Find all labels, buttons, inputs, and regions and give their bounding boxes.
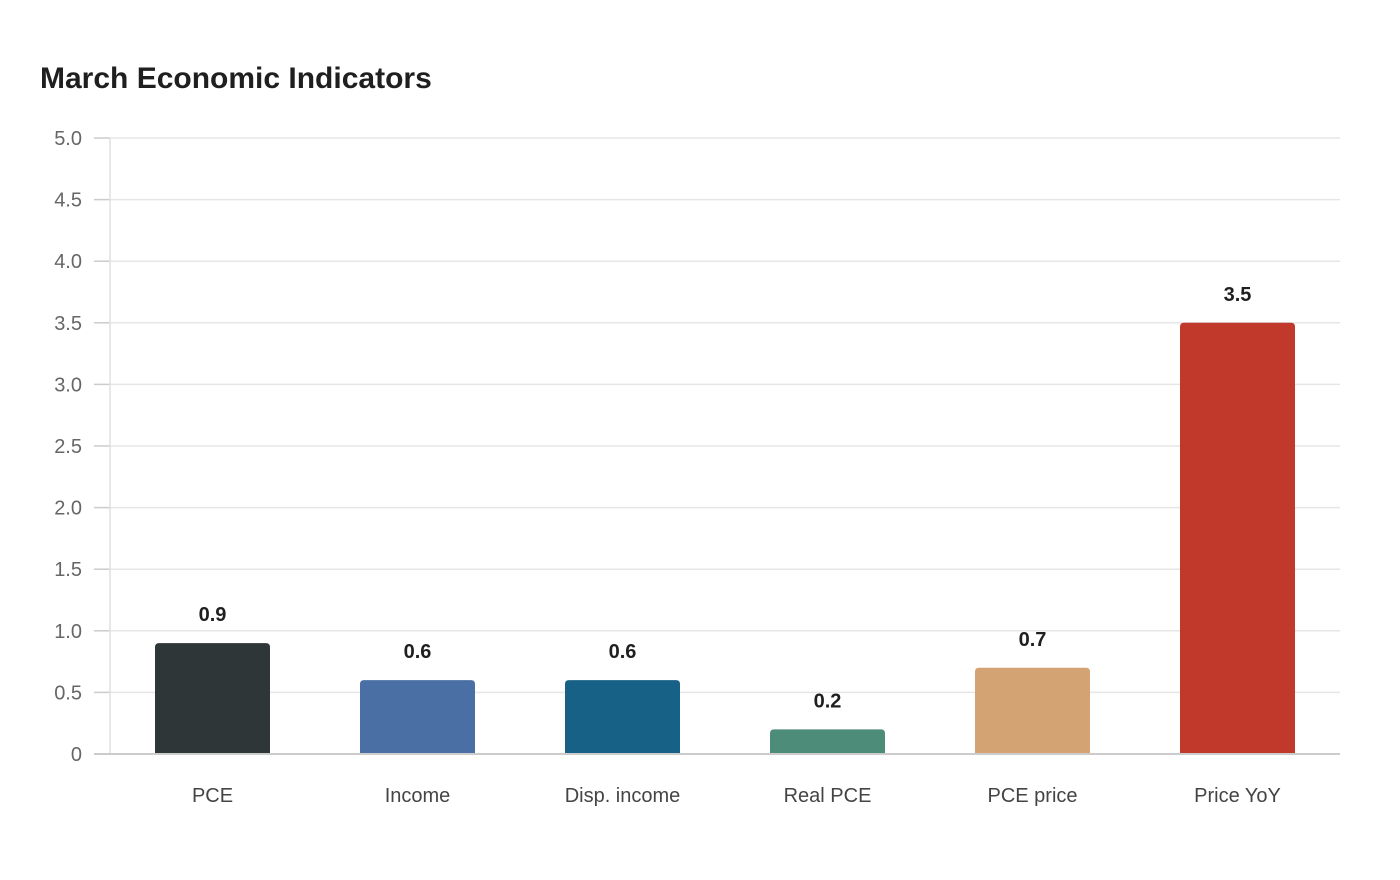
gridlines [110,137,1340,694]
data-label: 0.9 [199,604,227,626]
x-tick-label: PCE [192,785,233,807]
y-tick-label: 1.0 [54,621,82,643]
bars [155,322,1295,754]
data-label: 3.5 [1224,284,1252,306]
data-label: 0.6 [609,641,637,663]
x-tick-label: PCE price [987,785,1077,807]
bar-price-yoy [1180,322,1295,754]
data-label: 0.6 [404,641,432,663]
y-tick-label: 2.0 [54,498,82,520]
data-labels: 0.9 0.6 0.6 0.2 0.7 3.5 [199,284,1252,713]
x-tick-label: Price YoY [1194,785,1281,807]
bar-income [360,680,475,754]
x-tick-label: Real PCE [784,785,872,807]
y-tick-label: 3.5 [54,313,82,335]
data-label: 0.7 [1019,629,1047,651]
y-tick-label: 4.5 [54,190,82,212]
y-tick-label: 4.0 [54,251,82,273]
bar-pce-price [975,667,1090,754]
x-tick-label: Income [385,785,451,807]
bar-disp-income [565,680,680,754]
y-tick-label: 5.0 [54,128,82,150]
bar-pce [155,643,270,754]
y-tick-label: 1.5 [54,559,82,581]
y-axis: 0 0.5 1.0 1.5 2.0 2.5 3.0 3.5 4.0 4.5 5.0 [54,128,111,766]
y-tick-label: 0.5 [54,682,82,704]
data-label: 0.2 [814,690,842,712]
x-tick-label: Disp. income [565,785,681,807]
bar-real-pce [770,729,885,754]
y-tick-label: 0 [71,744,82,766]
y-tick-label: 2.5 [54,436,82,458]
x-axis: PCE Income Disp. income Real PCE PCE price Pr… [94,753,1340,807]
y-tick-label: 3.0 [54,374,82,396]
chart-title: March Economic Indicators [40,62,432,95]
